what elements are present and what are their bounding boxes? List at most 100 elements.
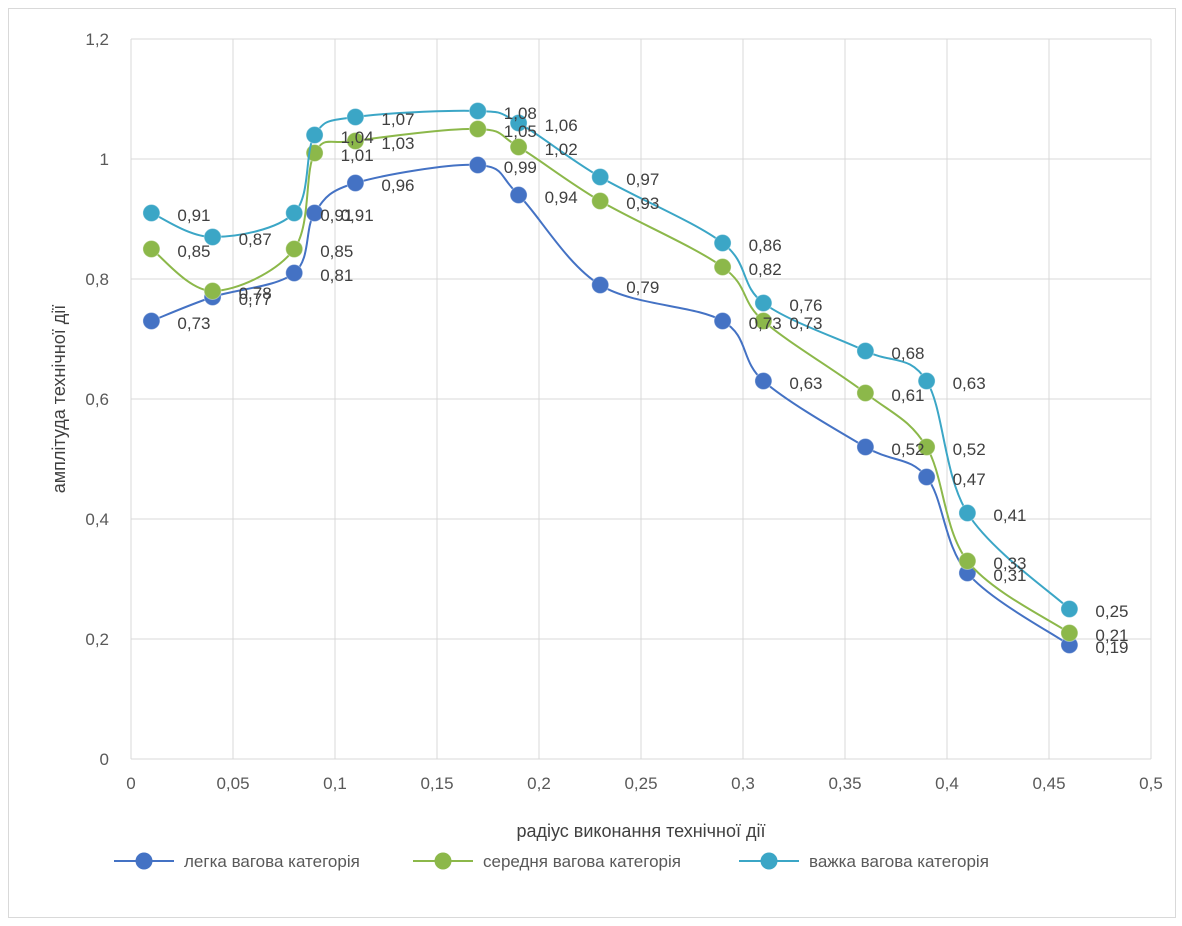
data-label: 0,63 xyxy=(953,374,986,393)
data-label: 0,25 xyxy=(1095,602,1128,621)
legend-marker xyxy=(135,852,153,870)
x-tick-label: 0,35 xyxy=(828,774,861,793)
data-label: 0,21 xyxy=(1095,626,1128,645)
data-point xyxy=(285,240,304,258)
y-tick-label: 0 xyxy=(100,750,109,769)
x-tick-label: 0 xyxy=(126,774,135,793)
x-tick-label: 0,15 xyxy=(420,774,453,793)
data-label: 0,77 xyxy=(239,290,272,309)
data-point xyxy=(856,384,875,402)
data-point xyxy=(142,240,161,258)
data-point xyxy=(285,204,304,222)
data-label: 0,99 xyxy=(504,158,537,177)
x-tick-label: 0,45 xyxy=(1032,774,1065,793)
x-tick-label: 0,5 xyxy=(1139,774,1163,793)
data-label: 0,73 xyxy=(749,314,782,333)
data-point xyxy=(917,438,936,456)
data-point xyxy=(346,174,365,192)
data-point xyxy=(203,228,222,246)
data-label: 0,87 xyxy=(239,230,272,249)
data-label: 0,91 xyxy=(341,206,374,225)
data-point xyxy=(509,138,528,156)
x-axis-title: радіус виконання технічної дії xyxy=(516,821,765,841)
legend: легка вагова категорія середня вагова кат… xyxy=(114,852,989,871)
data-label: 0,63 xyxy=(789,374,822,393)
legend-label: важка вагова категорія xyxy=(809,852,989,871)
data-point xyxy=(142,312,161,330)
data-point xyxy=(591,276,610,294)
data-label: 0,52 xyxy=(891,440,924,459)
y-tick-label: 0,8 xyxy=(85,270,109,289)
data-label: 0,73 xyxy=(177,314,210,333)
grid xyxy=(130,38,1152,760)
x-tick-label: 0,3 xyxy=(731,774,755,793)
y-tick-label: 1,2 xyxy=(85,30,109,49)
data-point xyxy=(958,552,977,570)
data-label: 1,07 xyxy=(381,110,414,129)
legend-label: легка вагова категорія xyxy=(184,852,360,871)
y-axis-title: амплітуда технічної дії xyxy=(49,305,69,493)
data-point xyxy=(285,264,304,282)
series-lines xyxy=(142,102,1079,654)
data-label: 0,73 xyxy=(789,314,822,333)
data-label: 0,31 xyxy=(993,566,1026,585)
data-label: 0,86 xyxy=(749,236,782,255)
data-label: 0,19 xyxy=(1095,638,1128,657)
series-line-2 xyxy=(151,109,1071,610)
data-label: 0,85 xyxy=(320,242,353,261)
legend-label: середня вагова категорія xyxy=(483,852,681,871)
legend-marker xyxy=(434,852,452,870)
data-label: 0,79 xyxy=(626,278,659,297)
data-label: 0,94 xyxy=(545,188,578,207)
y-tick-label: 0,2 xyxy=(85,630,109,649)
data-label: 1,08 xyxy=(504,104,537,123)
data-label: 1,03 xyxy=(381,134,414,153)
data-label: 1,02 xyxy=(545,140,578,159)
data-point xyxy=(509,114,528,132)
data-label: 0,33 xyxy=(993,554,1026,573)
data-point xyxy=(713,312,732,330)
data-label: 0,81 xyxy=(320,266,353,285)
y-tick-label: 0,6 xyxy=(85,390,109,409)
y-tick-label: 1 xyxy=(100,150,109,169)
data-label: 1,06 xyxy=(545,116,578,135)
x-tick-label: 0,05 xyxy=(216,774,249,793)
data-point xyxy=(203,282,222,300)
line-chart: 0 0,05 0,1 0,15 0,2 0,25 0,3 0,35 0,4 0,45 0,5 0 0,2… xyxy=(49,30,1163,871)
data-label: 0,76 xyxy=(789,296,822,315)
y-tick-label: 0,4 xyxy=(85,510,109,529)
data-label: 0,78 xyxy=(239,284,272,303)
data-label: 0,85 xyxy=(177,242,210,261)
chart-frame: 0 0,05 0,1 0,15 0,2 0,25 0,3 0,35 0,4 0,45 0,5 0 0,2… xyxy=(8,8,1176,918)
data-label: 0,68 xyxy=(891,344,924,363)
data-label: 0,61 xyxy=(891,386,924,405)
data-label: 1,05 xyxy=(504,122,537,141)
series-line-0 xyxy=(151,163,1070,646)
data-label: 0,41 xyxy=(993,506,1026,525)
x-tick-label: 0,25 xyxy=(624,774,657,793)
data-point xyxy=(591,168,610,186)
data-label: 0,96 xyxy=(381,176,414,195)
data-point xyxy=(142,204,161,222)
data-point xyxy=(958,504,977,522)
data-point xyxy=(591,192,610,210)
data-point xyxy=(754,372,773,390)
data-point xyxy=(468,120,487,138)
axes: 0 0,05 0,1 0,15 0,2 0,25 0,3 0,35 0,4 0,45 0,5 0 0,2… xyxy=(85,30,1162,793)
legend-marker xyxy=(760,852,778,870)
data-label: 1,01 xyxy=(341,146,374,165)
data-label: 0,91 xyxy=(320,206,353,225)
data-label: 1,04 xyxy=(341,128,374,147)
data-point xyxy=(468,156,487,174)
data-label: 0,82 xyxy=(749,260,782,279)
data-point xyxy=(305,126,324,144)
x-tick-label: 0,4 xyxy=(935,774,959,793)
data-point xyxy=(713,234,732,252)
data-point xyxy=(1060,600,1079,618)
x-tick-label: 0,2 xyxy=(527,774,551,793)
data-point xyxy=(856,438,875,456)
data-point xyxy=(346,132,365,150)
data-point xyxy=(917,372,936,390)
data-point xyxy=(754,312,773,330)
data-point xyxy=(917,468,936,486)
